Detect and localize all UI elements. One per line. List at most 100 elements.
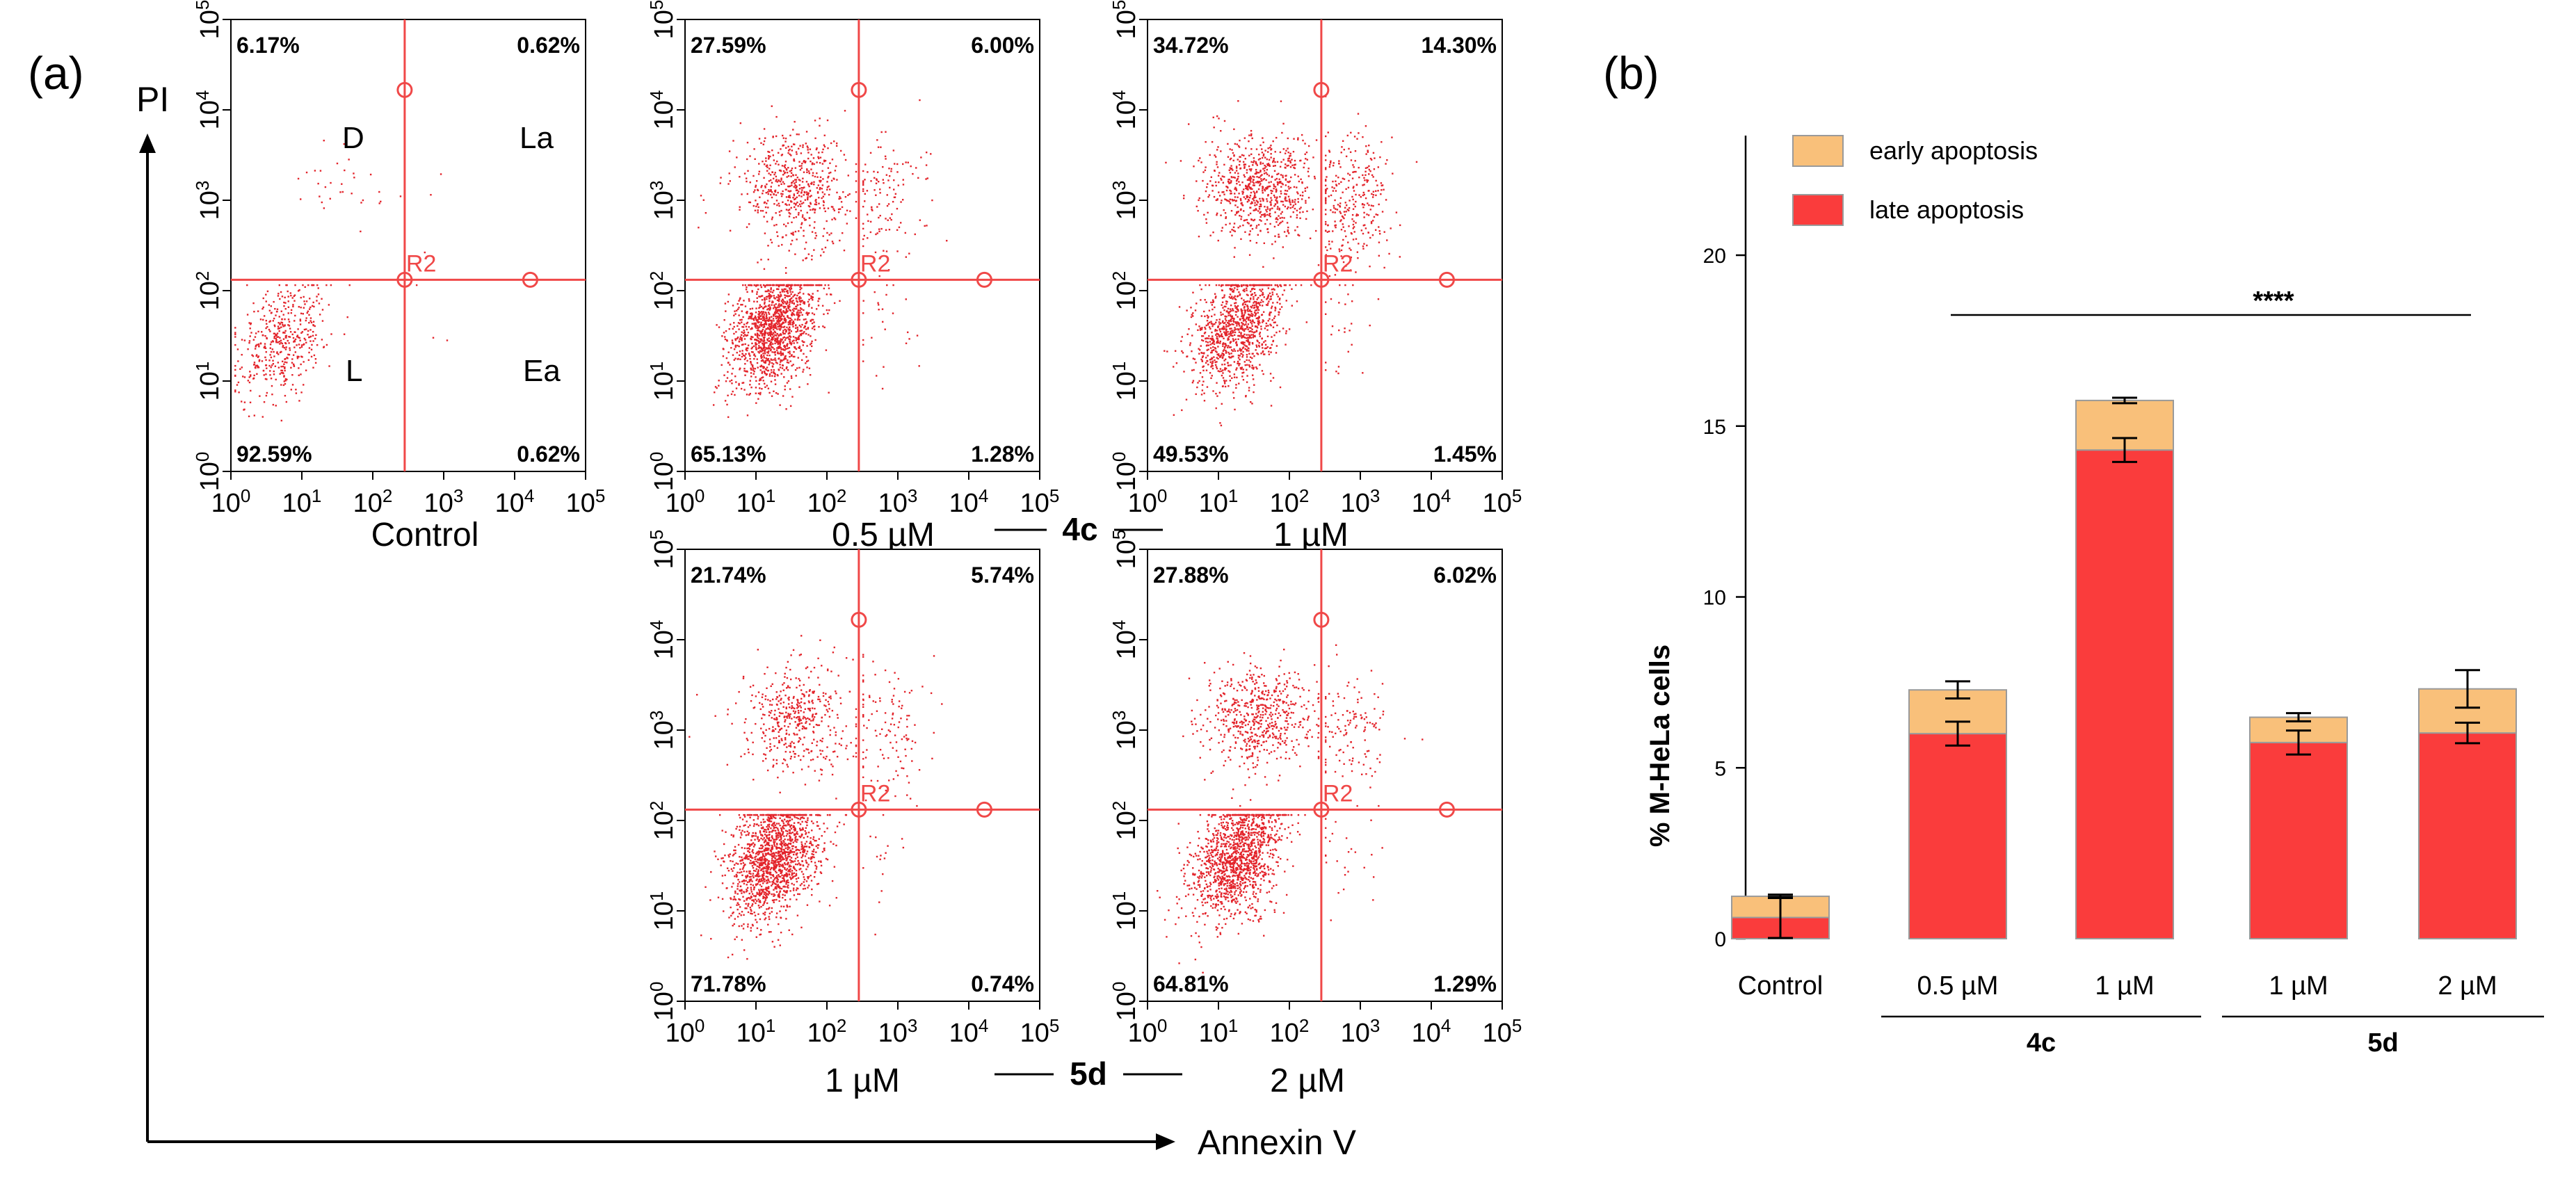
scatter-point [1232, 317, 1234, 319]
scatter-point [1173, 366, 1175, 368]
scatter-point [875, 182, 878, 184]
scatter-point [268, 328, 271, 331]
scatter-point [789, 336, 792, 338]
scatter-point [805, 323, 807, 325]
scatter-point [1275, 199, 1277, 202]
scatter-point [1244, 197, 1247, 200]
scatter-point [807, 327, 810, 330]
scatter-point [1257, 302, 1259, 305]
scatter-point [1256, 298, 1258, 300]
gate-handle [522, 271, 538, 288]
scatter-point [1208, 321, 1211, 324]
scatter-point [786, 361, 789, 364]
scatter-point [765, 157, 767, 159]
scatter-point [1231, 315, 1234, 317]
scatter-point [1209, 180, 1211, 182]
scatter-point [1221, 333, 1223, 335]
x-tick-label: 102 [1270, 485, 1310, 518]
scatter-point [1266, 158, 1269, 161]
scatter-point [790, 232, 793, 234]
scatter-point [746, 226, 748, 228]
scatter-point [772, 154, 774, 156]
scatter-point [1243, 336, 1245, 339]
scatter-point [253, 362, 256, 364]
scatter-point [776, 328, 778, 330]
scatter-point [1209, 341, 1211, 343]
scatter-point [926, 225, 928, 227]
scatter-point [768, 293, 771, 296]
scatter-point [789, 284, 791, 286]
scatter-point [785, 820, 788, 823]
scatter-point [1274, 241, 1276, 243]
scatter-point [1165, 161, 1167, 164]
scatter-point [1349, 200, 1351, 202]
scatter-point [770, 327, 772, 330]
scatter-point [1258, 320, 1260, 322]
scatter-point [1239, 349, 1241, 351]
scatter-point [1200, 345, 1202, 347]
scatter-point [1334, 225, 1336, 227]
scatter-point [280, 384, 282, 386]
scatter-point [1331, 241, 1333, 243]
scatter-point [1253, 292, 1256, 294]
scatter-point [1221, 352, 1223, 355]
x-tick-label: 102 [807, 485, 847, 518]
scatter-point [797, 849, 799, 851]
scatter-point [1211, 304, 1214, 306]
scatter-point [763, 325, 766, 328]
scatter-point [780, 324, 782, 326]
scatter-point [1372, 194, 1375, 196]
scatter-point [1329, 163, 1331, 166]
scatter-point [1223, 191, 1225, 193]
scatter-point [1248, 140, 1250, 143]
scatter-point [1246, 179, 1249, 181]
scatter-point [1241, 347, 1244, 349]
scatter-point [1380, 193, 1382, 195]
scatter-point [1209, 234, 1211, 236]
scatter-point [1248, 350, 1250, 352]
scatter-point [257, 366, 259, 369]
scatter-point [755, 307, 757, 309]
scatter-point [792, 325, 794, 327]
scatter-point [1325, 246, 1327, 248]
scatter-point [796, 887, 798, 889]
scatter-point [1247, 310, 1249, 312]
scatter-point [788, 347, 791, 349]
scatter-point [793, 302, 796, 305]
scatter-point [790, 375, 793, 378]
scatter-point [234, 343, 236, 346]
scatter-point [1205, 222, 1208, 224]
scatter-point [805, 218, 807, 221]
scatter-point [360, 230, 362, 233]
scatter-point [1234, 338, 1237, 341]
scatter-point [787, 362, 790, 364]
scatter-point [1386, 159, 1388, 161]
scatter-point [733, 332, 735, 335]
scatter-point [1262, 186, 1264, 188]
scatter-point [874, 251, 877, 254]
scatter-point [1216, 163, 1218, 165]
scatter-point [1278, 215, 1280, 217]
quadrant-top-right-value: 14.30% [1421, 33, 1497, 58]
scatter-point [709, 899, 711, 901]
scatter-point [1227, 364, 1230, 366]
scatter-point [791, 342, 793, 344]
scatter-point [1229, 346, 1231, 348]
scatter-point [1238, 193, 1240, 195]
y-tick-label: 102 [1109, 271, 1141, 311]
scatter-point [800, 334, 803, 337]
scatter-point [904, 232, 907, 234]
y-tick-label: 103 [192, 181, 225, 220]
scatter-point [800, 300, 802, 302]
scatter-point [239, 368, 241, 370]
scatter-point [732, 390, 734, 393]
gate-handle [1313, 81, 1330, 98]
plot-caption: 1 µM [1273, 517, 1349, 553]
scatter-point [803, 235, 805, 237]
scatter-point [1277, 184, 1279, 186]
scatter-point [1243, 175, 1246, 178]
scatter-point [1268, 185, 1270, 188]
scatter-point [791, 145, 793, 147]
scatter-point [1262, 192, 1264, 194]
scatter-point [804, 855, 807, 857]
